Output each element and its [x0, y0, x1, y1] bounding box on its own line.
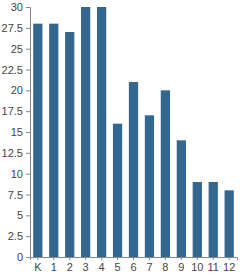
y-tick-label: 30: [11, 1, 23, 13]
x-tick: 4: [99, 257, 105, 273]
x-tick: 6: [130, 257, 136, 273]
y-tick: 7.5: [8, 189, 30, 201]
y-tick-mark: [26, 236, 30, 237]
y-tick-mark: [26, 90, 30, 91]
plot: 02.557.51012.51517.52022.52527.530K12345…: [2, 1, 238, 273]
x-tick-label: 6: [130, 261, 136, 273]
x-tick: 5: [114, 257, 120, 273]
x-tick-label: 2: [67, 261, 73, 273]
chart: 02.557.51012.51517.52022.52527.530K12345…: [0, 0, 240, 277]
x-tick-mark: [133, 257, 134, 260]
y-tick-mark: [26, 215, 30, 216]
y-tick: 22.5: [2, 64, 30, 76]
x-tick: 2: [67, 257, 73, 273]
x-tick: 7: [146, 257, 152, 273]
x-tick-mark: [165, 257, 166, 260]
y-tick-mark: [26, 70, 30, 71]
y-axis: 0 2.5 5 7.5 10 12.5 15 17.5 20 22.5 25 27.5 30: [2, 1, 31, 263]
bar: [193, 182, 202, 257]
y-tick-label: 10: [11, 168, 23, 180]
y-tick-label: 0: [17, 251, 23, 263]
y-tick-mark: [26, 174, 30, 175]
y-tick-mark: [26, 153, 30, 154]
bar: [97, 7, 106, 257]
bar: [33, 24, 42, 257]
bar: [225, 190, 234, 257]
y-tick: 17.5: [2, 105, 30, 117]
x-tick-mark: [85, 257, 86, 260]
bar: [161, 90, 170, 257]
x-tick-mark: [117, 257, 118, 260]
x-tick-mark: [69, 257, 70, 260]
bar: [65, 32, 74, 257]
bar: [113, 124, 122, 257]
x-tick: 9: [178, 257, 184, 273]
x-tick: 1: [51, 257, 57, 273]
x-tick: 10: [191, 257, 203, 273]
y-tick: 20: [11, 84, 30, 96]
x-tick-label: 8: [162, 261, 168, 273]
y-tick: 2.5: [8, 230, 30, 242]
y-tick-label: 2.5: [8, 230, 23, 242]
y-tick: 27.5: [2, 22, 30, 34]
y-tick-label: 7.5: [8, 189, 23, 201]
x-tick-label: 11: [208, 261, 219, 273]
y-tick: 5: [17, 209, 30, 221]
x-tick-label: 9: [178, 261, 184, 273]
x-tick-label: 3: [83, 261, 89, 273]
bar: [81, 7, 90, 257]
y-tick-label: 27.5: [2, 22, 23, 34]
bar: [129, 82, 138, 257]
y-tick-label: 5: [17, 209, 23, 221]
x-tick: 8: [162, 257, 168, 273]
x-tick-mark: [149, 257, 150, 260]
y-tick-mark: [26, 132, 30, 133]
y-tick-label: 15: [11, 126, 23, 138]
y-tick-mark: [26, 111, 30, 112]
y-tick-mark: [26, 28, 30, 29]
bar: [209, 182, 218, 257]
axis-line: [31, 258, 238, 261]
x-tick: K: [34, 257, 42, 273]
bars: [33, 7, 234, 257]
y-tick: 15: [11, 126, 30, 138]
x-tick-label: 10: [191, 261, 203, 273]
x-tick-label: 1: [51, 261, 57, 273]
y-tick-mark: [26, 195, 30, 196]
y-tick-mark: [26, 49, 30, 50]
x-tick-mark: [53, 257, 54, 260]
x-tick: 11: [208, 257, 219, 273]
x-tick-label: 7: [146, 261, 152, 273]
y-tick-label: 22.5: [2, 64, 23, 76]
x-tick-label: K: [34, 261, 42, 273]
x-tick-label: 12: [223, 261, 235, 273]
x-tick-mark: [181, 257, 182, 260]
x-tick-mark: [197, 257, 198, 260]
x-axis: K123456789101112: [31, 257, 238, 273]
y-tick-label: 25: [11, 43, 23, 55]
y-tick: 10: [11, 168, 30, 180]
x-tick: 3: [83, 257, 89, 273]
x-tick-mark: [229, 257, 230, 260]
y-tick: 25: [11, 43, 30, 55]
bar: [145, 115, 154, 257]
y-tick-label: 12.5: [2, 147, 23, 159]
bar: [177, 140, 186, 257]
y-tick: 12.5: [2, 147, 30, 159]
y-tick-label: 20: [11, 84, 23, 96]
y-tick: 30: [11, 1, 30, 13]
x-tick-mark: [37, 257, 38, 260]
x-tick-label: 5: [114, 261, 120, 273]
y-tick-mark: [26, 7, 30, 8]
y-tick: 0: [17, 251, 30, 263]
axis-line: [26, 8, 31, 258]
x-tick-mark: [213, 257, 214, 260]
x-tick-mark: [101, 257, 102, 260]
x-tick: 12: [223, 257, 235, 273]
x-tick-label: 4: [99, 261, 105, 273]
bar: [49, 24, 58, 257]
y-tick-mark: [26, 257, 30, 258]
y-tick-label: 17.5: [2, 105, 23, 117]
